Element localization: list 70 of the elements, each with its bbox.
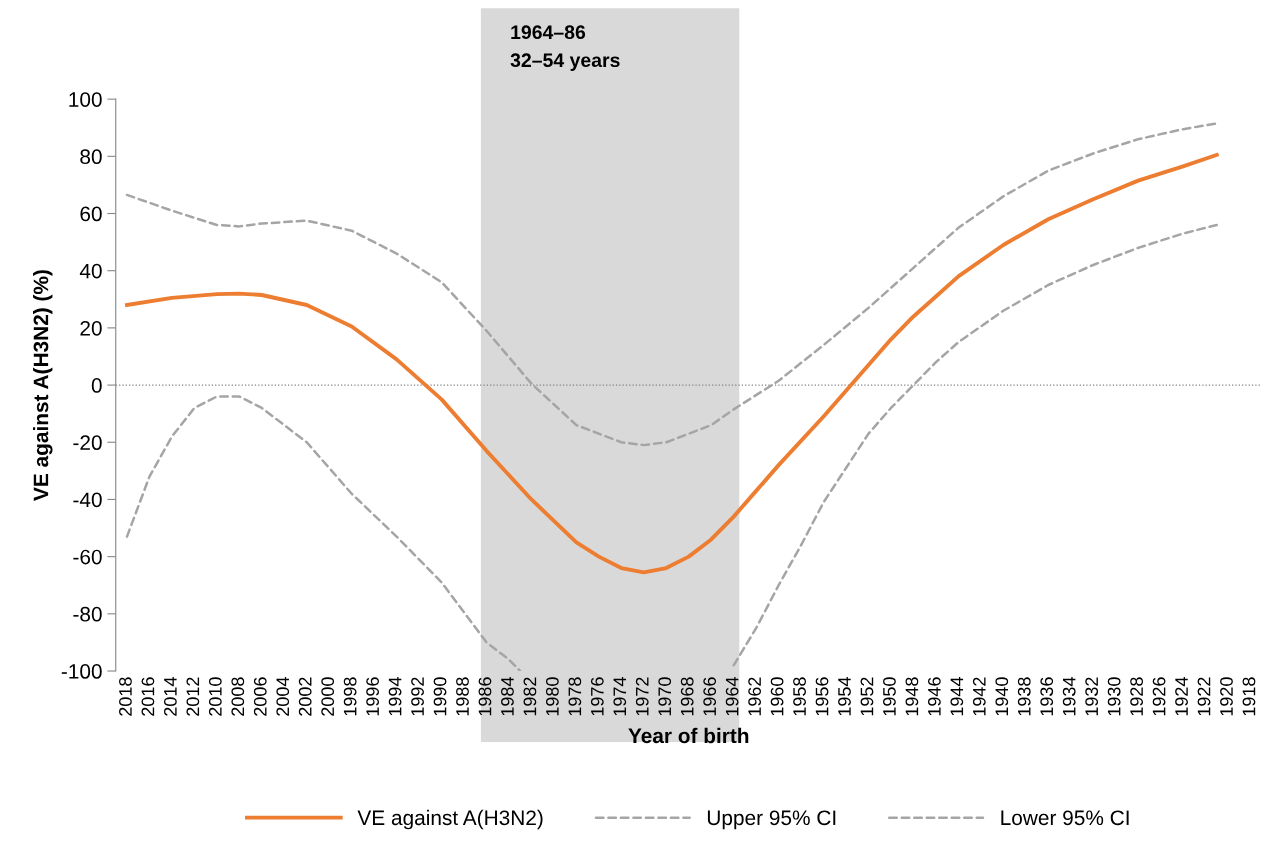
x-tick-label: 1944 [950, 677, 964, 716]
x-tick-label: 1920 [1220, 677, 1233, 716]
x-tick-label: 1986 [478, 677, 492, 716]
x-tick-label: 1998 [343, 677, 357, 716]
x-tick-label: 1978 [568, 677, 582, 716]
line-series [125, 152, 1219, 575]
band-label: 1964–86 32–54 years [510, 25, 620, 71]
x-tick-label: 2016 [141, 677, 155, 716]
y-tick-label: -100 [61, 664, 102, 679]
x-tick-label: 2004 [276, 677, 290, 716]
x-tick-label: 1932 [1085, 677, 1099, 716]
x-tick-label: 1924 [1175, 677, 1188, 716]
x-tick-label: 1988 [456, 677, 469, 716]
x-tick-label: 1918 [1242, 677, 1256, 716]
x-tick-label: 2000 [321, 677, 335, 716]
x-tick-label: 1950 [883, 677, 896, 716]
x-tick-label: 2006 [253, 677, 267, 716]
x-tick-label: 1948 [905, 677, 919, 716]
x-tick-label: 2008 [231, 677, 245, 716]
legend-label: VE against A(H3N2) [357, 809, 543, 830]
x-tick-label: 1968 [680, 677, 694, 716]
x-tick-label: 1930 [1107, 677, 1121, 716]
x-tick-label: 1962 [748, 677, 761, 716]
x-tick-label: 1966 [703, 677, 717, 716]
x-tick-label: 1936 [1040, 677, 1054, 716]
y-tick-label: -60 [73, 549, 102, 565]
x-tick-label: 2002 [298, 677, 312, 716]
x-tick-label: 1940 [995, 677, 1009, 716]
x-tick-label: 1922 [1197, 677, 1211, 716]
x-tick-label: 1956 [815, 677, 829, 716]
y-tick-label: 60 [80, 206, 102, 222]
y-axis-title: VE against A(H3N2) (%) [33, 270, 53, 501]
y-tick-label: 80 [80, 149, 102, 165]
x-tick-label: 1964 [725, 677, 739, 716]
x-tick-label: 1976 [590, 677, 604, 716]
x-tick-label: 1972 [635, 677, 649, 716]
x-tick-label: 2014 [163, 677, 177, 716]
x-tick-label: 1992 [411, 677, 424, 716]
x-tick-label: 1996 [366, 677, 379, 716]
y-tick-label: 20 [80, 320, 102, 336]
line-series [125, 122, 1219, 447]
legend-label: Upper 95% CI [707, 810, 836, 830]
x-tick-label: 1938 [1017, 677, 1031, 716]
y-tick-label: 0 [91, 378, 102, 393]
y-tick-label: 40 [79, 263, 102, 279]
x-tick-label: 1994 [388, 677, 402, 716]
x-tick-label: 1926 [1152, 677, 1166, 716]
x-tick-label: 1990 [433, 677, 447, 716]
x-tick-label: 1970 [658, 677, 672, 716]
y-tick-label: -40 [73, 492, 102, 508]
x-tick-label: 1942 [972, 677, 986, 716]
x-tick-label: 1928 [1130, 677, 1143, 716]
x-tick-label: 1984 [501, 677, 514, 716]
x-tick-label: 2018 [119, 677, 132, 716]
x-tick-label: 1974 [613, 677, 627, 716]
x-tick-label: 1946 [927, 677, 941, 716]
x-tick-label: 1954 [838, 677, 851, 716]
x-tick-label: 1958 [793, 677, 806, 716]
x-tick-label: 1960 [770, 677, 784, 716]
x-axis-title: Year of birth [628, 727, 749, 744]
x-tick-label: 1952 [860, 677, 874, 716]
y-tick-label: -80 [73, 606, 102, 622]
x-tick-label: 2012 [186, 677, 200, 716]
legend-label: Lower 95% CI [1001, 810, 1129, 826]
x-tick-label: 2010 [208, 677, 222, 716]
y-tick-label: -20 [73, 435, 102, 451]
x-tick-label: 1982 [523, 677, 537, 716]
x-tick-label: 1934 [1062, 677, 1076, 716]
x-tick-label: 1980 [545, 677, 559, 716]
y-tick-label: 100 [69, 92, 102, 107]
